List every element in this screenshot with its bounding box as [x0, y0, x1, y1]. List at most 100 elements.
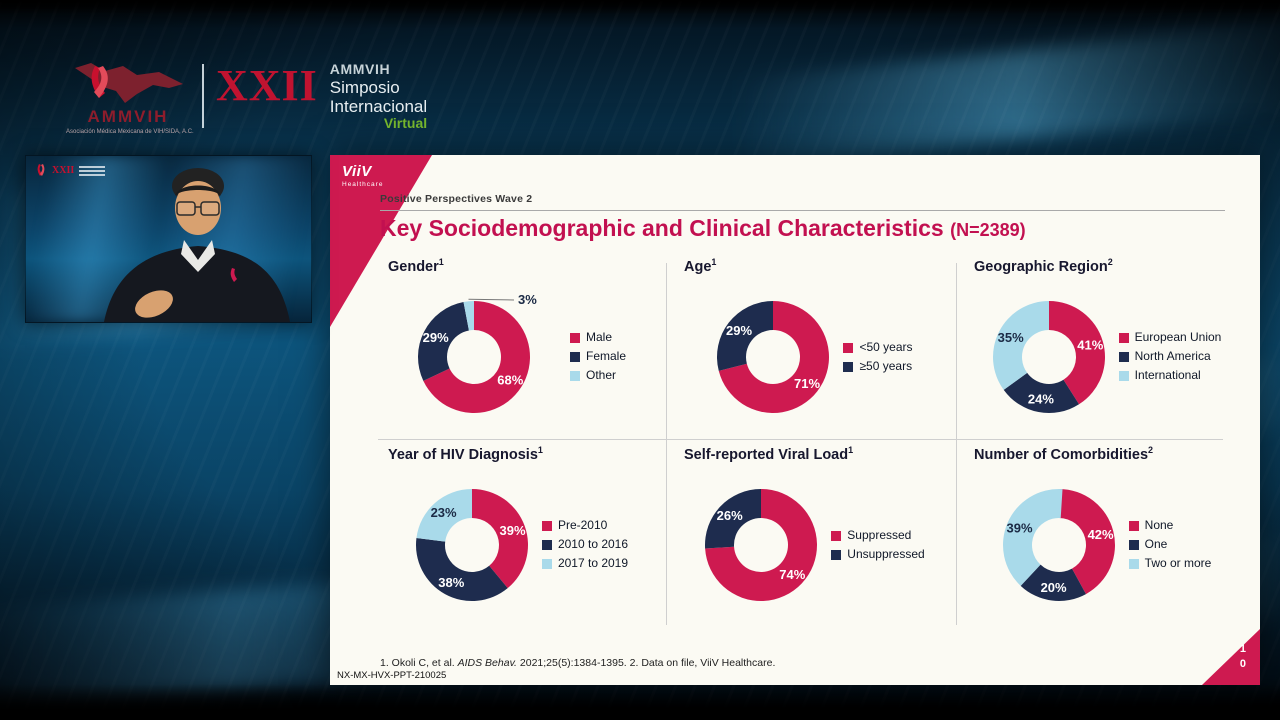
donut-chart-svg: 41% 24% 35% [992, 301, 1105, 413]
chart-legend: Male Female Other [569, 330, 626, 382]
webcam-logo-strip: XXII [36, 163, 106, 178]
donut-chart-comorbidities: 42% 20% 39% None One Two or more [997, 483, 1212, 607]
legend-label: European Union [1134, 330, 1222, 345]
event-virtual-label: Virtual [383, 114, 428, 131]
chart-comorbidities: Number of Comorbidities2 42% 20% 39% None On… [958, 441, 1250, 625]
legend-swatch [569, 333, 580, 344]
page-number-digit: 1 [1239, 643, 1246, 655]
event-header: AMMVIH Asociación Médica Mexicana de VIH… [66, 60, 427, 135]
segment-value-label: 26% [717, 508, 743, 523]
chart-title: Geographic Region2 [974, 257, 1113, 275]
legend-item: Unsuppressed [831, 546, 925, 562]
legend-label: Pre-2010 [557, 518, 608, 533]
segment-value-label: 3% [518, 295, 537, 307]
top-fade [0, 0, 1280, 14]
segment-value-label: 71% [794, 376, 820, 391]
chart-gender: Gender1 68% 29% 3% Male Female Other [372, 253, 666, 437]
event-title: AMMVIH Simposio Internacional Virtual [329, 61, 428, 131]
speaker-video[interactable]: XXII [25, 155, 312, 323]
legend-item: ≥50 years [843, 358, 913, 374]
webcam-edition-number: XXII [52, 165, 75, 176]
donut-chart-viral-load: 74% 26% Suppressed Unsuppressed [699, 483, 925, 607]
chart-legend: Suppressed Unsuppressed [831, 527, 925, 562]
legend-swatch [1128, 540, 1139, 551]
grid-divider [378, 439, 1223, 440]
legend-swatch [843, 342, 854, 353]
legend-label: Suppressed [847, 527, 912, 542]
event-title-line: Simposio [329, 77, 400, 97]
chart-geographic-region: Geographic Region2 41% 24% 35% European Uni… [958, 253, 1250, 437]
legend-label: International [1134, 367, 1201, 382]
segment-value-label: 39% [1006, 520, 1032, 535]
chart-title: Number of Comorbidities2 [974, 445, 1154, 463]
legend-item: Pre-2010 [541, 518, 628, 533]
presentation-slide: ViiV Healthcare Positive Perspectives Wa… [330, 155, 1260, 685]
donut-chart-svg: 42% 20% 39% [1002, 488, 1115, 601]
callout-line [468, 298, 514, 301]
legend-label: Female [585, 349, 626, 364]
donut-chart-svg: 71% 29% [717, 301, 830, 413]
legend-swatch [569, 352, 580, 363]
donut-segment-two-or-more [1002, 488, 1063, 586]
edition-number: XXII [216, 61, 318, 110]
legend-label: Unsuppressed [847, 546, 925, 561]
segment-value-label: 29% [423, 330, 449, 345]
slide-code: NX-MX-HVX-PPT-210025 [337, 670, 447, 681]
legend-item: 2017 to 2019 [541, 555, 629, 571]
legend-swatch [843, 361, 854, 372]
legend-item: International [1118, 367, 1222, 383]
legend-swatch [1128, 521, 1139, 532]
legend-label: ≥50 years [859, 358, 913, 373]
chart-title: Self-reported Viral Load1 [684, 445, 854, 463]
chart-legend: <50 years ≥50 years [843, 340, 913, 374]
viiv-logo-sub: Healthcare [342, 181, 384, 188]
segment-value-label: 39% [499, 523, 525, 538]
slide-title-n: (N=2389) [950, 220, 1026, 240]
webcam-logo-text-lines [79, 164, 106, 178]
legend-item: None [1128, 518, 1212, 533]
legend-swatch [831, 530, 842, 541]
viiv-logo: ViiV [342, 163, 372, 180]
slide-footnote: 1. Okoli C, et al. AIDS Behav. 2021;25(5… [380, 657, 776, 669]
donut-segment-international [992, 301, 1049, 390]
legend-swatch [541, 558, 552, 569]
grid-divider [956, 263, 957, 625]
chart-legend: None One Two or more [1128, 518, 1212, 571]
legend-label: 2017 to 2019 [557, 555, 629, 570]
slide-title-text: Key Sociodemographic and Clinical Charac… [380, 215, 944, 241]
ammvih-logo: AMMVIH Asociación Médica Mexicana de VIH… [66, 60, 194, 135]
segment-value-label: 29% [726, 323, 752, 338]
event-title-line: Internacional [329, 96, 428, 116]
chart-title: Gender1 [388, 257, 444, 275]
bottom-fade [0, 684, 1280, 720]
donut-chart-gender: 68% 29% 3% Male Female Other [412, 295, 626, 419]
segment-value-label: 24% [1028, 392, 1054, 407]
ammvih-tagline: Asociación Médica Mexicana de VIH/SIDA, … [66, 129, 194, 135]
legend-item: Two or more [1128, 556, 1211, 571]
legend-label: 2010 to 2016 [557, 537, 629, 552]
legend-label: Male [585, 330, 612, 345]
legend-item: North America [1118, 349, 1222, 364]
legend-label: Other [585, 367, 616, 382]
page-number-corner [1202, 629, 1260, 685]
legend-label: North America [1134, 349, 1211, 364]
legend-item: <50 years [843, 340, 913, 355]
light-streak [736, 20, 1280, 170]
chart-age: Age1 71% 29% <50 years ≥50 years [668, 253, 956, 437]
legend-label: None [1144, 518, 1174, 533]
speaker-silhouette [104, 168, 290, 322]
legend-swatch [831, 549, 842, 560]
segment-value-label: 74% [780, 567, 806, 582]
segment-value-label: 68% [497, 373, 523, 388]
donut-chart-svg: 39% 38% 23% [415, 489, 528, 602]
donut-chart-age: 71% 29% <50 years ≥50 years [711, 295, 913, 419]
segment-value-label: 35% [997, 330, 1023, 345]
legend-label: One [1144, 537, 1168, 552]
legend-swatch [1128, 558, 1139, 569]
legend-swatch [541, 540, 552, 551]
legend-swatch [541, 521, 552, 532]
segment-value-label: 42% [1087, 527, 1113, 542]
study-name: Positive Perspectives Wave 2 [380, 193, 533, 205]
legend-item: One [1128, 537, 1212, 552]
